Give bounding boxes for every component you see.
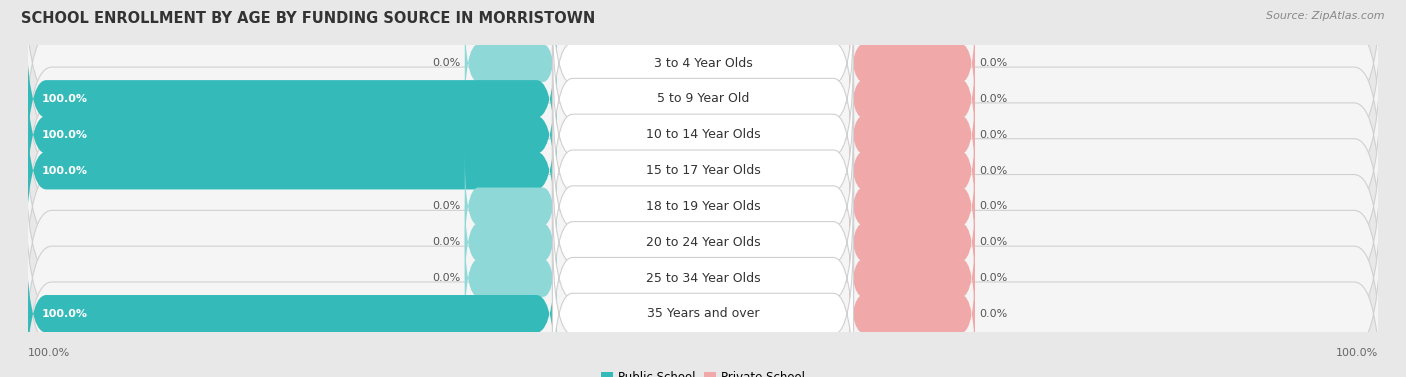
FancyBboxPatch shape xyxy=(27,82,557,259)
FancyBboxPatch shape xyxy=(25,0,1381,175)
FancyBboxPatch shape xyxy=(465,10,557,116)
Text: 0.0%: 0.0% xyxy=(980,58,1008,68)
FancyBboxPatch shape xyxy=(27,225,557,377)
Text: Source: ZipAtlas.com: Source: ZipAtlas.com xyxy=(1267,11,1385,21)
Text: 100.0%: 100.0% xyxy=(1336,348,1378,358)
FancyBboxPatch shape xyxy=(25,202,1381,377)
FancyBboxPatch shape xyxy=(849,82,974,188)
FancyBboxPatch shape xyxy=(849,261,974,367)
FancyBboxPatch shape xyxy=(849,118,974,224)
FancyBboxPatch shape xyxy=(553,155,853,329)
FancyBboxPatch shape xyxy=(553,191,853,365)
FancyBboxPatch shape xyxy=(25,59,1381,282)
FancyBboxPatch shape xyxy=(25,167,1381,377)
Legend: Public School, Private School: Public School, Private School xyxy=(596,366,810,377)
Text: 0.0%: 0.0% xyxy=(432,58,460,68)
Text: 25 to 34 Year Olds: 25 to 34 Year Olds xyxy=(645,271,761,285)
FancyBboxPatch shape xyxy=(849,153,974,259)
Text: 20 to 24 Year Olds: 20 to 24 Year Olds xyxy=(645,236,761,249)
FancyBboxPatch shape xyxy=(27,10,557,188)
Text: 100.0%: 100.0% xyxy=(42,130,87,140)
FancyBboxPatch shape xyxy=(849,10,974,116)
Text: 100.0%: 100.0% xyxy=(42,94,87,104)
FancyBboxPatch shape xyxy=(849,46,974,152)
FancyBboxPatch shape xyxy=(849,225,974,331)
Text: 10 to 14 Year Olds: 10 to 14 Year Olds xyxy=(645,128,761,141)
FancyBboxPatch shape xyxy=(25,131,1381,354)
Text: 0.0%: 0.0% xyxy=(980,166,1008,176)
FancyBboxPatch shape xyxy=(27,46,557,224)
FancyBboxPatch shape xyxy=(25,23,1381,246)
FancyBboxPatch shape xyxy=(553,12,853,186)
Text: 100.0%: 100.0% xyxy=(42,309,87,319)
FancyBboxPatch shape xyxy=(553,84,853,257)
Text: 0.0%: 0.0% xyxy=(980,130,1008,140)
FancyBboxPatch shape xyxy=(553,48,853,222)
FancyBboxPatch shape xyxy=(25,0,1381,210)
Text: 0.0%: 0.0% xyxy=(980,309,1008,319)
FancyBboxPatch shape xyxy=(465,153,557,259)
Text: 0.0%: 0.0% xyxy=(432,237,460,247)
Text: 0.0%: 0.0% xyxy=(980,273,1008,283)
Text: 0.0%: 0.0% xyxy=(980,94,1008,104)
FancyBboxPatch shape xyxy=(849,189,974,295)
Text: 3 to 4 Year Olds: 3 to 4 Year Olds xyxy=(654,57,752,70)
Text: 15 to 17 Year Olds: 15 to 17 Year Olds xyxy=(645,164,761,177)
FancyBboxPatch shape xyxy=(465,189,557,295)
Text: SCHOOL ENROLLMENT BY AGE BY FUNDING SOURCE IN MORRISTOWN: SCHOOL ENROLLMENT BY AGE BY FUNDING SOUR… xyxy=(21,11,595,26)
Text: 100.0%: 100.0% xyxy=(42,166,87,176)
Text: 100.0%: 100.0% xyxy=(28,348,70,358)
Text: 5 to 9 Year Old: 5 to 9 Year Old xyxy=(657,92,749,106)
FancyBboxPatch shape xyxy=(553,120,853,293)
Text: 0.0%: 0.0% xyxy=(432,201,460,211)
FancyBboxPatch shape xyxy=(553,0,853,150)
Text: 0.0%: 0.0% xyxy=(432,273,460,283)
FancyBboxPatch shape xyxy=(465,225,557,331)
Text: 0.0%: 0.0% xyxy=(980,201,1008,211)
FancyBboxPatch shape xyxy=(553,227,853,377)
Text: 35 Years and over: 35 Years and over xyxy=(647,307,759,320)
FancyBboxPatch shape xyxy=(25,95,1381,318)
Text: 18 to 19 Year Olds: 18 to 19 Year Olds xyxy=(645,200,761,213)
Text: 0.0%: 0.0% xyxy=(980,237,1008,247)
